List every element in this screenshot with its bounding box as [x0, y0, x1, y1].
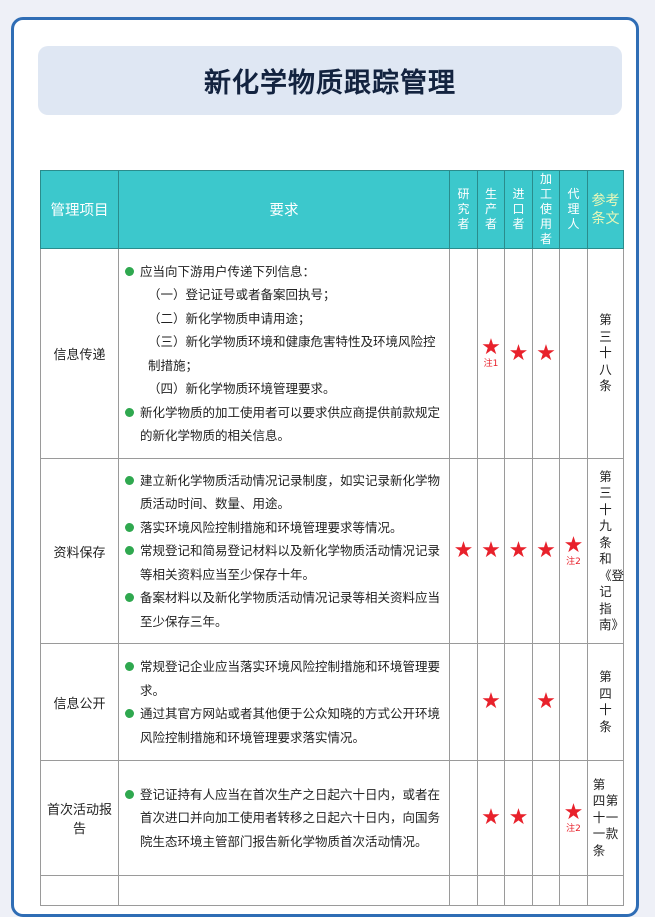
requirement-cell: 常规登记企业应当落实环境风险控制措施和环境管理要求。 通过其官方网站或者其他便于公… — [118, 643, 450, 761]
bullet-dot-icon — [125, 475, 134, 485]
bullet-dot-icon — [125, 522, 134, 532]
reference-text: 第四十一条 — [592, 776, 606, 858]
item-cell: 信息公开 — [40, 643, 119, 761]
bullet-dot-icon — [125, 407, 134, 417]
mark-researcher: ★ — [449, 458, 478, 644]
reference-text: 第一款 — [605, 793, 619, 842]
bullet-dot-icon — [125, 662, 134, 671]
star-icon: ★ — [563, 799, 584, 825]
mark-producer: ★ 注1 — [477, 248, 505, 459]
star-icon: ★ — [563, 532, 584, 558]
requirement-subitem: （二）新化学物质申请用途； — [148, 310, 311, 326]
mark-importer: ★ — [504, 248, 533, 459]
item-cell: 资料保存 — [40, 458, 119, 644]
requirement-cell: 应当向下游用户传递下列信息： （一）登记证号或者备案回执号； （二）新化学物质申请用… — [118, 248, 450, 459]
mark-researcher — [449, 643, 478, 761]
requirement-subitem: （四）新化学物质环境管理要求。 — [148, 381, 336, 396]
header-producer: 生产者 — [477, 170, 505, 249]
star-icon: ★ — [508, 538, 529, 563]
requirement-bullet: 常规登记企业应当落实环境风险控制措施和环境管理要求。 — [125, 655, 441, 702]
requirement-bullet: 登记证持有人应当在首次生产之日起六十日内，或者在首次进口并向加工使用者转移之日起… — [125, 783, 441, 854]
header-processor: 加工使用者 — [532, 170, 560, 249]
note-label: 注2 — [566, 556, 581, 567]
reference-cell: 第三十八条 — [587, 248, 624, 459]
table-row: 首次活动报告 登记证持有人应当在首次生产之日起六十日内，或者在首次进口并向加工使用… — [40, 760, 624, 876]
header-item: 管理项目 — [40, 170, 119, 249]
reference-text: 第三十九条和《登记指南》 — [599, 468, 625, 633]
mark-producer: ★ — [477, 760, 505, 876]
reference-cell: 第三十九条和《登记指南》 — [587, 458, 625, 644]
header-researcher: 研究者 — [449, 170, 478, 249]
mark-processor: ★ — [532, 643, 560, 761]
star-icon: ★ — [481, 538, 501, 563]
header-importer: 进口者 — [504, 170, 533, 249]
table-row — [40, 875, 624, 906]
header-reference: 参考 条文 — [587, 170, 624, 249]
mark-processor: ★ — [532, 248, 560, 459]
requirement-cell: 建立新化学物质活动情况记录制度，如实记录新化学物质活动时间、数量、用途。 落实环境… — [118, 458, 450, 644]
header-row: 管理项目 要求 研究者 生产者 进口者 加工使用者 代理人 参考 条文 — [40, 170, 624, 249]
star-icon: ★ — [508, 805, 529, 830]
requirement-bullet: 通过其官方网站或者其他便于公众知晓的方式公开环境风险控制措施和环境管理要求落实情… — [125, 702, 441, 749]
requirement-subitem: （一）登记证号或者备案回执号； — [148, 287, 336, 302]
item-cell: 首次活动报告 — [40, 760, 119, 876]
table-row: 资料保存 建立新化学物质活动情况记录制度，如实记录新化学物质活动时间、数量、用途。… — [40, 458, 625, 644]
mark-researcher — [449, 248, 478, 459]
mark-processor: ★ — [532, 458, 560, 644]
bullet-dot-icon — [125, 546, 134, 556]
requirement-cell: 登记证持有人应当在首次生产之日起六十日内，或者在首次进口并向加工使用者转移之日起… — [118, 760, 450, 876]
mark-importer — [504, 643, 533, 761]
requirement-bullet: 备案材料以及新化学物质活动情况记录等相关资料应当至少保存三年。 — [125, 586, 441, 633]
requirement-bullet: 应当向下游用户传递下列信息： — [125, 260, 441, 284]
mark-agent: ★ 注2 — [559, 458, 588, 644]
requirement-bullet: 建立新化学物质活动情况记录制度，如实记录新化学物质活动时间、数量、用途。 — [125, 469, 441, 516]
star-icon: ★ — [536, 340, 556, 366]
table-row: 信息传递 应当向下游用户传递下列信息： （一）登记证号或者备案回执号； （二）新化学物… — [40, 248, 624, 459]
requirement-bullet: 常规登记和简易登记材料以及新化学物质活动情况记录等相关资料应当至少保存十年。 — [125, 539, 441, 586]
requirement-subitem: （三）新化学物质环境和健康危害特性及环境风险控制措施； — [148, 334, 436, 373]
star-icon: ★ — [453, 538, 474, 563]
table-row: 信息公开 常规登记企业应当落实环境风险控制措施和环境管理要求。 通过其官方网站或者其… — [40, 643, 624, 761]
requirement-bullet: 新化学物质的加工使用者可以要求供应商提供前款规定的新化学物质的相关信息。 — [125, 401, 441, 448]
requirement-bullet: 落实环境风险控制措施和环境管理要求等情况。 — [125, 516, 441, 540]
header-agent: 代理人 — [559, 170, 588, 249]
reference-text: 第三十八条 — [599, 312, 612, 394]
star-icon: ★ — [508, 340, 529, 366]
star-icon: ★ — [481, 689, 501, 714]
mark-agent: ★ 注2 — [559, 760, 588, 876]
bullet-dot-icon — [125, 593, 134, 603]
mark-importer: ★ — [504, 760, 533, 876]
reference-cell: 第四十一条第一款 — [587, 760, 624, 876]
bullet-dot-icon — [125, 266, 134, 276]
mark-processor — [532, 760, 560, 876]
star-icon: ★ — [481, 805, 501, 830]
mark-agent — [559, 643, 588, 761]
header-requirement: 要求 — [118, 170, 450, 249]
mark-researcher — [449, 760, 478, 876]
bullet-dot-icon — [125, 709, 134, 718]
page-title: 新化学物质跟踪管理 — [204, 68, 456, 99]
star-icon: ★ — [536, 689, 556, 714]
bullet-dot-icon — [125, 789, 134, 799]
note-label: 注1 — [483, 359, 499, 369]
star-icon: ★ — [536, 538, 556, 563]
reference-cell: 第四十条 — [587, 643, 624, 761]
star-icon: ★ — [481, 335, 501, 360]
mark-producer: ★ — [477, 458, 505, 644]
item-cell: 信息传递 — [40, 248, 119, 459]
title-banner: 新化学物质跟踪管理 — [38, 46, 622, 115]
note-label: 注2 — [566, 823, 581, 834]
reference-text: 第四十条 — [599, 669, 612, 734]
mark-agent — [559, 248, 588, 459]
tracking-table: 管理项目 要求 研究者 生产者 进口者 加工使用者 代理人 参考 条文 信息传递应… — [40, 170, 624, 906]
mark-producer: ★ — [477, 643, 505, 761]
mark-importer: ★ — [504, 458, 533, 644]
